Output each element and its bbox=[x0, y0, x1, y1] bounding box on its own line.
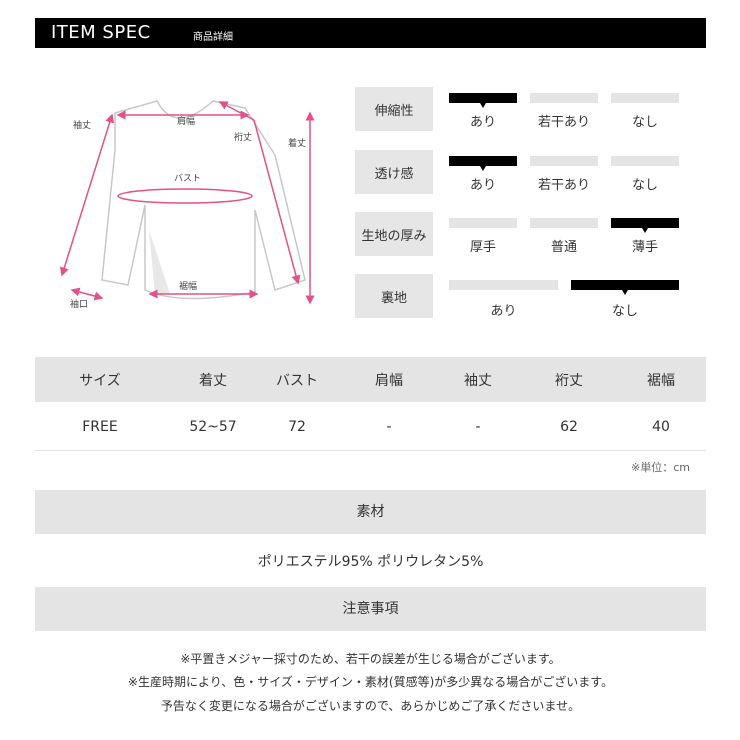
material-text: ポリエステル95% ポリウレタン5% bbox=[257, 554, 484, 570]
spec-bar bbox=[530, 156, 598, 166]
garment-diagram: 袖丈 肩幅 裄丈 着丈 バスト 裾幅 袖口 bbox=[59, 100, 315, 310]
notes-heading: 注意事項 bbox=[35, 587, 706, 631]
size-table-header bbox=[35, 357, 706, 402]
spec-bar-selected bbox=[449, 93, 517, 108]
note-line: ※平置きメジャー採寸のため、若干の誤差が生じる場合がございます。 bbox=[180, 652, 561, 666]
spec-bar bbox=[449, 280, 558, 290]
header-bar: ITEM SPEC 商品詳細 bbox=[35, 18, 706, 48]
label-bust: バスト bbox=[174, 173, 201, 184]
table-cell: - bbox=[386, 419, 392, 435]
label-sleeve: 袖丈 bbox=[73, 119, 91, 131]
divider bbox=[35, 450, 706, 451]
table-cell: 52~57 bbox=[189, 419, 237, 435]
spec-option: あり bbox=[469, 115, 496, 130]
spec-label: 透け感 bbox=[355, 150, 433, 194]
column-header: バスト bbox=[276, 373, 318, 389]
label-yuki: 裄丈 bbox=[234, 131, 252, 143]
column-header: 着丈 bbox=[199, 373, 227, 389]
spec-bar-selected bbox=[449, 156, 517, 171]
note-line: 予告なく変更になる場合がございますので、あらかじめご了承くださいませ。 bbox=[160, 699, 581, 713]
spec-bar-selected bbox=[611, 218, 679, 233]
spec-option: 普通 bbox=[550, 240, 577, 255]
column-header: サイズ bbox=[79, 373, 121, 389]
label-cuff: 袖口 bbox=[70, 298, 88, 310]
table-cell: - bbox=[475, 419, 481, 435]
unit-note: ※単位：cm bbox=[631, 461, 690, 474]
spec-option: あり bbox=[490, 304, 517, 319]
spec-label: 生地の厚み bbox=[355, 212, 433, 256]
spec-option: なし bbox=[611, 304, 638, 319]
spec-option: あり bbox=[469, 178, 496, 193]
spec-label: 伸縮性 bbox=[355, 87, 433, 131]
spec-option: 若干あり bbox=[537, 178, 590, 193]
header-subtitle: 商品詳細 bbox=[193, 32, 233, 43]
label-hem: 裾幅 bbox=[179, 280, 197, 292]
spec-bar-selected bbox=[571, 280, 679, 295]
spec-option: なし bbox=[631, 115, 658, 130]
spec-bar bbox=[611, 156, 679, 166]
spec-bar bbox=[611, 93, 679, 103]
column-header: 肩幅 bbox=[375, 373, 403, 389]
column-header: 袖丈 bbox=[464, 373, 492, 389]
spec-option: 厚手 bbox=[469, 240, 496, 255]
spec-option: なし bbox=[631, 178, 658, 193]
material-heading: 素材 bbox=[35, 490, 706, 534]
spec-label: 裏地 bbox=[355, 274, 433, 318]
table-cell: FREE bbox=[82, 419, 118, 435]
column-header: 裾幅 bbox=[647, 373, 675, 389]
label-shoulder: 肩幅 bbox=[177, 115, 195, 127]
label-length: 着丈 bbox=[288, 137, 306, 149]
table-cell: 62 bbox=[560, 419, 578, 435]
spec-bar bbox=[530, 93, 598, 103]
table-cell: 40 bbox=[652, 419, 670, 435]
spec-bar bbox=[530, 218, 598, 228]
table-cell: 72 bbox=[288, 419, 306, 435]
spec-option: 若干あり bbox=[537, 115, 590, 130]
header-title: ITEM SPEC bbox=[51, 22, 151, 43]
note-line: ※生産時期により、色・サイズ・デザイン・素材(質感等)が多少異なる場合がございま… bbox=[127, 675, 614, 689]
spec-bar bbox=[449, 218, 517, 228]
column-header: 裄丈 bbox=[555, 373, 583, 389]
spec-option: 薄手 bbox=[631, 240, 658, 255]
